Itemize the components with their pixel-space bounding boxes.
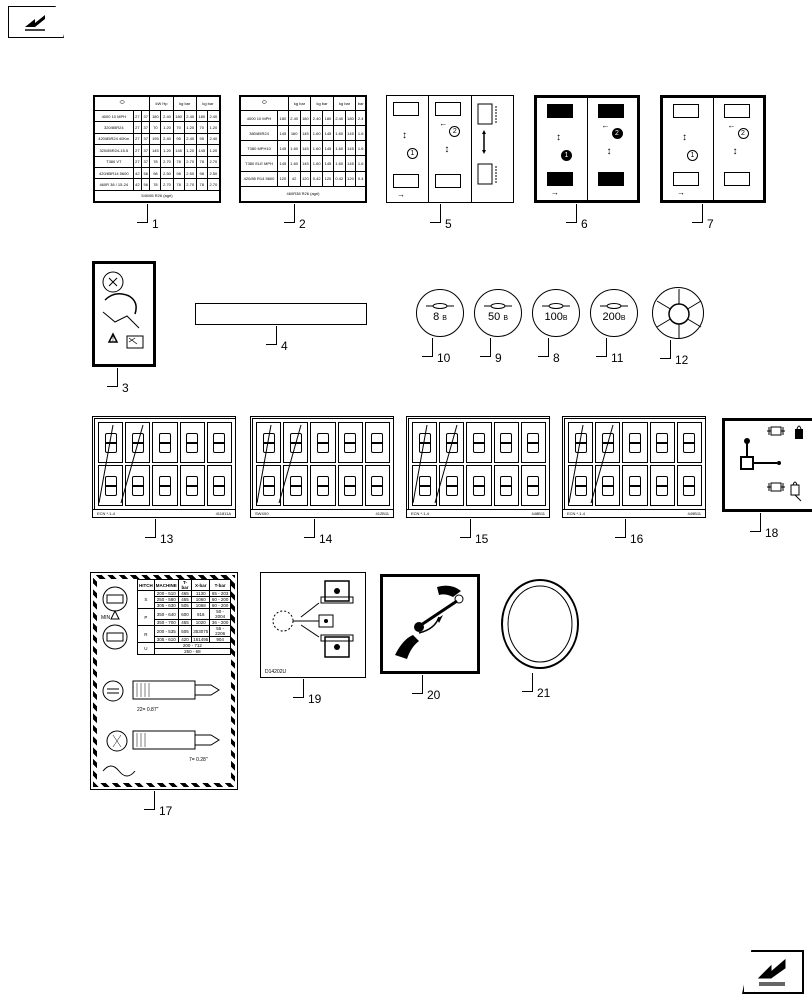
callout-line [670, 340, 671, 358]
callout-line [107, 386, 118, 387]
switch-panel-15: ECN *.1-4448B11 [406, 416, 550, 518]
callout-14: 14 [319, 532, 332, 546]
callout-line [490, 338, 491, 356]
callout-line [293, 697, 304, 698]
callout-line [480, 356, 491, 357]
warning-decal-3: ! [92, 261, 156, 367]
callout-line [294, 204, 295, 222]
callout-line [522, 691, 533, 692]
callout-line [692, 222, 703, 223]
spec-table-1: ⬭kW Hpkg barkg bar 4000 10 MPH27371802.4… [93, 95, 221, 203]
callout-line [532, 673, 533, 691]
callout-8: 8 [553, 351, 560, 365]
switch-panel-13: ECN *.1-4411811A [92, 416, 236, 518]
callout-line [596, 356, 607, 357]
pedal-lever-decal-20 [380, 574, 480, 674]
callout-line [276, 326, 277, 344]
callout-line [147, 204, 148, 222]
callout-line [422, 356, 433, 357]
callout-18: 18 [765, 526, 778, 540]
callout-16: 16 [630, 532, 643, 546]
callout-line [304, 537, 315, 538]
callout-line [606, 338, 607, 356]
callout-line [284, 222, 295, 223]
spec-table-2: ⬭kg barkg barkg barbar 4000 10 MPH1802.4… [239, 95, 367, 203]
callout-1: 1 [152, 217, 159, 231]
callout-4: 4 [281, 339, 288, 353]
callout-21: 21 [537, 686, 550, 700]
callout-11: 11 [611, 351, 623, 365]
fuse-badge-50: 50 B [474, 289, 522, 337]
switch-panel-14: SW4X0412B11 [250, 416, 394, 518]
callout-line [137, 222, 148, 223]
callout-line [314, 519, 315, 537]
callout-line [266, 344, 277, 345]
ring-decal-21 [498, 576, 582, 672]
callout-line [440, 204, 441, 222]
callout-line [144, 809, 155, 810]
svg-text:!: ! [112, 336, 114, 343]
callout-line [566, 222, 577, 223]
nav-prev-icon[interactable] [8, 6, 64, 38]
callout-line [538, 356, 549, 357]
callout-line [412, 693, 423, 694]
callout-7: 7 [707, 217, 714, 231]
nav-next-icon[interactable] [742, 950, 804, 994]
svg-text:22= 0.87": 22= 0.87" [137, 707, 159, 713]
callout-line [154, 791, 155, 809]
svg-text:7= 0.28": 7= 0.28" [189, 757, 208, 763]
callout-line [548, 338, 549, 356]
hitch-capacity-decal-17: HITCHMACHINET-barX-barT-bar S200 - 51046… [90, 572, 238, 790]
callout-line [625, 519, 626, 537]
callout-9: 9 [495, 351, 502, 365]
callout-line [702, 204, 703, 222]
callout-line [460, 537, 471, 538]
callout-line [615, 537, 626, 538]
fuse-badge-200: 200B [590, 289, 638, 337]
callout-20: 20 [427, 688, 440, 702]
callout-line [760, 513, 761, 531]
switch-panel-16: ECN *.1-4449B11 [562, 416, 706, 518]
callout-5: 5 [445, 217, 452, 231]
callout-13: 13 [160, 532, 173, 546]
callout-line [660, 358, 671, 359]
callout-line [430, 222, 441, 223]
callout-10: 10 [437, 351, 450, 365]
diff-lock-decal-18 [722, 418, 812, 512]
callout-6: 6 [581, 217, 588, 231]
callout-19: 19 [308, 692, 321, 706]
callout-line [432, 338, 433, 356]
callout-line [303, 679, 304, 697]
callout-12: 12 [675, 353, 688, 367]
callout-line [750, 531, 761, 532]
coupler-decal-19: D14202U [260, 572, 366, 678]
callout-line [422, 675, 423, 693]
hydraulic-decal-7: ↕ 1 → ← 2 ↕ [660, 95, 766, 203]
callout-line [576, 204, 577, 222]
fuse-badge-100: 100B [532, 289, 580, 337]
callout-15: 15 [475, 532, 488, 546]
blank-strip-4 [195, 303, 367, 325]
callout-line [470, 519, 471, 537]
callout-17: 17 [159, 804, 172, 818]
hydraulic-decal-5: ↕ 1 → ← 2 ↕ [386, 95, 514, 203]
segment-circle-12 [652, 287, 704, 339]
callout-line [117, 368, 118, 386]
callout-2: 2 [299, 217, 306, 231]
callout-line [155, 519, 156, 537]
diagram-canvas: ⬭kW Hpkg barkg bar 4000 10 MPH27371802.4… [0, 0, 812, 1000]
callout-3: 3 [122, 381, 129, 395]
fuse-badge-8: 8 B [416, 289, 464, 337]
callout-line [145, 537, 156, 538]
hydraulic-decal-6: ↕ 1 → ← 2 ↕ [534, 95, 640, 203]
